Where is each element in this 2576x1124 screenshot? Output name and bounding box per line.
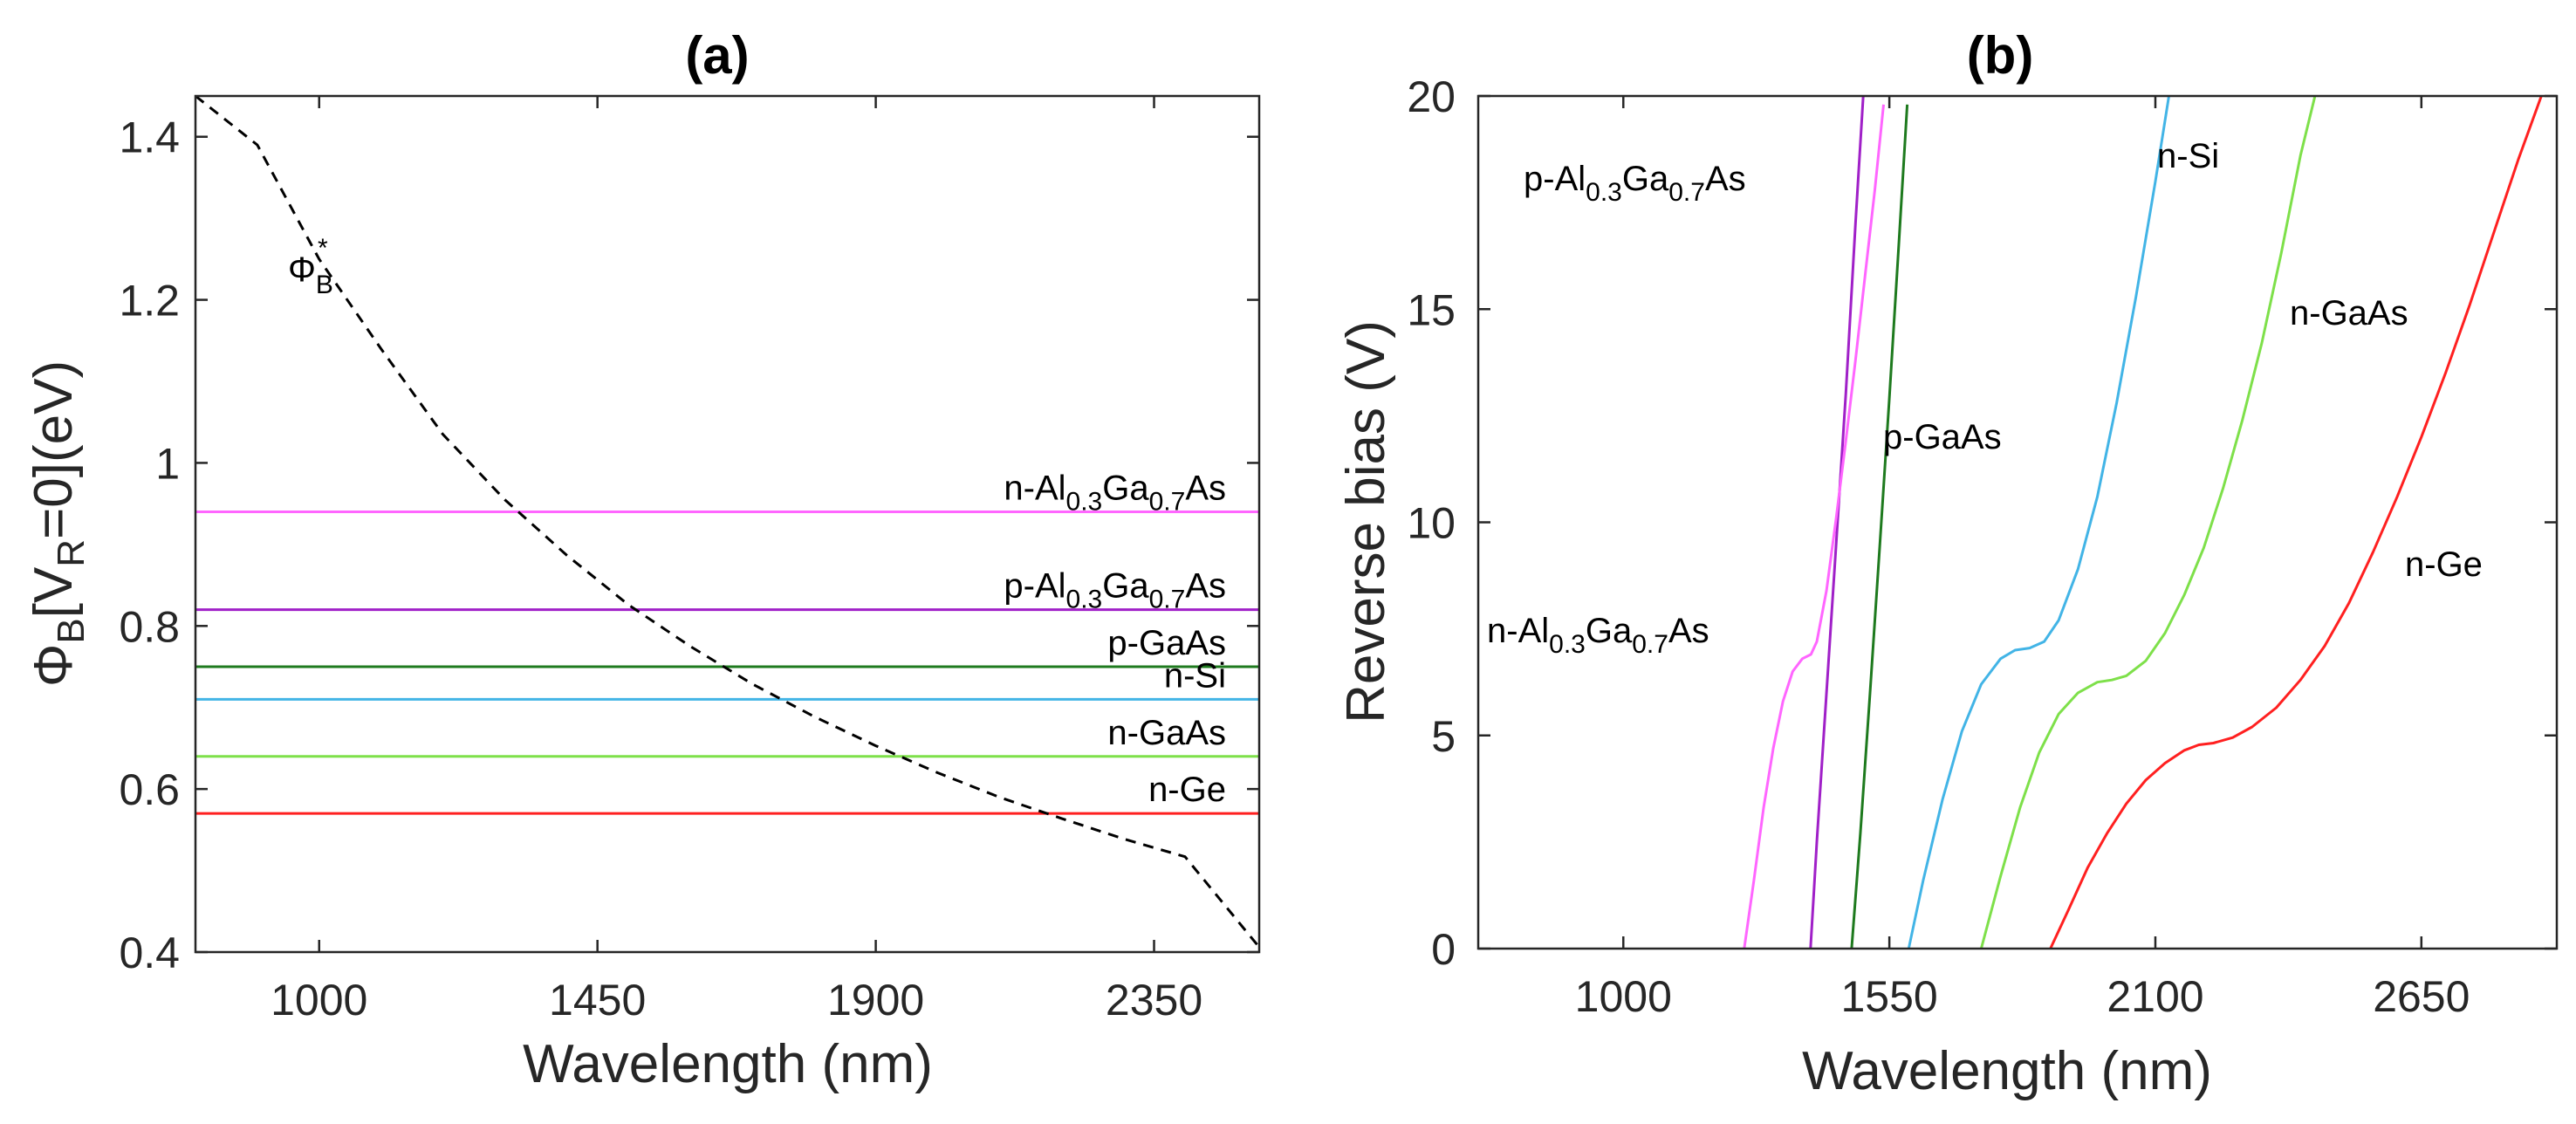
panel-b-xtick-label: 1550 <box>1841 972 1938 1021</box>
panel-a-axes-box <box>194 94 1261 954</box>
series-curve-p-GaAs <box>1850 104 1909 949</box>
panel-b-ytick-label: 5 <box>1431 712 1456 761</box>
panel-b-xlabel: Wavelength (nm) <box>1802 1041 2212 1101</box>
series-curve-n-GaAs <box>1979 95 2317 949</box>
panel-a-ylabel: ΦB[VR=0](eV) <box>24 360 92 687</box>
series-label-p-Al0.3Ga0.7As: p-Al0.3Ga0.7As <box>1524 160 1746 207</box>
panel-b: (b) 1000 1550 2100 2650 0 5 10 15 20 p-Al0.3Ga0.… <box>1336 26 2559 1101</box>
panel-a-xtick-label: 1900 <box>827 976 924 1025</box>
series-label-n-Al0.3Ga0.7As: n-Al0.3Ga0.7As <box>1004 469 1226 516</box>
panel-a-ytick-label: 1 <box>155 439 180 488</box>
panel-b-ytick-label: 0 <box>1431 925 1456 974</box>
panel-a-xtick-label: 1450 <box>549 976 646 1025</box>
panel-b-ytick-label: 20 <box>1407 72 1456 121</box>
panel-b-ylabel: Reverse bias (V) <box>1336 320 1396 723</box>
phi-b-star-label: ΦB* <box>288 234 333 299</box>
panel-a-xtick-label: 1000 <box>271 976 367 1025</box>
series-label-n-Al0.3Ga0.7As: n-Al0.3Ga0.7As <box>1487 612 1709 659</box>
panel-b-ytick-label: 10 <box>1407 499 1456 548</box>
svg-text:ΦB[VR=0](eV): ΦB[VR=0](eV) <box>24 360 92 687</box>
series-label-n-Si: n-Si <box>2157 137 2219 175</box>
panel-a-ytick-label: 0.4 <box>119 929 180 977</box>
series-label-p-GaAs: p-GaAs <box>1107 624 1226 662</box>
series-label-n-Ge: n-Ge <box>2405 545 2483 584</box>
panel-b-xtick-label: 2100 <box>2107 972 2203 1021</box>
series-curve-n-Al0.3Ga0.7As <box>1743 104 1885 949</box>
panel-b-ytick-label: 15 <box>1407 285 1456 334</box>
panel-a-ytick-label: 0.8 <box>119 602 180 651</box>
panel-a-ytick-label: 1.4 <box>119 113 180 162</box>
series-curve-n-Si <box>1907 95 2170 949</box>
series-label-n-GaAs: n-GaAs <box>1107 714 1226 752</box>
series-label-n-Si: n-Si <box>1164 656 1226 695</box>
phi-b-star-curve <box>195 94 1261 949</box>
panel-b-title: (b) <box>1967 26 2034 85</box>
panel-b-axes-box <box>1476 94 2559 950</box>
series-label-p-Al0.3Ga0.7As: p-Al0.3Ga0.7As <box>1004 567 1226 614</box>
panel-a-xlabel: Wavelength (nm) <box>523 1034 933 1094</box>
panel-a-xtick-label: 2350 <box>1106 976 1202 1025</box>
series-label-n-GaAs: n-GaAs <box>2290 294 2408 332</box>
series-label-n-Ge: n-Ge <box>1148 771 1226 809</box>
series-curve-n-Ge <box>2049 95 2543 949</box>
series-curve-p-Al0.3Ga0.7As <box>1809 95 1865 949</box>
panel-a-ytick-label: 0.6 <box>119 765 180 814</box>
series-label-p-GaAs: p-GaAs <box>1883 418 2002 456</box>
panel-a: (a) 1000 1450 1900 2350 0.4 0.6 0.8 1 1.2 1.4 n-A… <box>24 26 1261 1094</box>
panel-b-xtick-label: 1000 <box>1575 972 1672 1021</box>
panel-a-title: (a) <box>685 26 749 85</box>
panel-a-ytick-label: 1.2 <box>119 277 180 326</box>
panel-b-xtick-label: 2650 <box>2373 972 2470 1021</box>
